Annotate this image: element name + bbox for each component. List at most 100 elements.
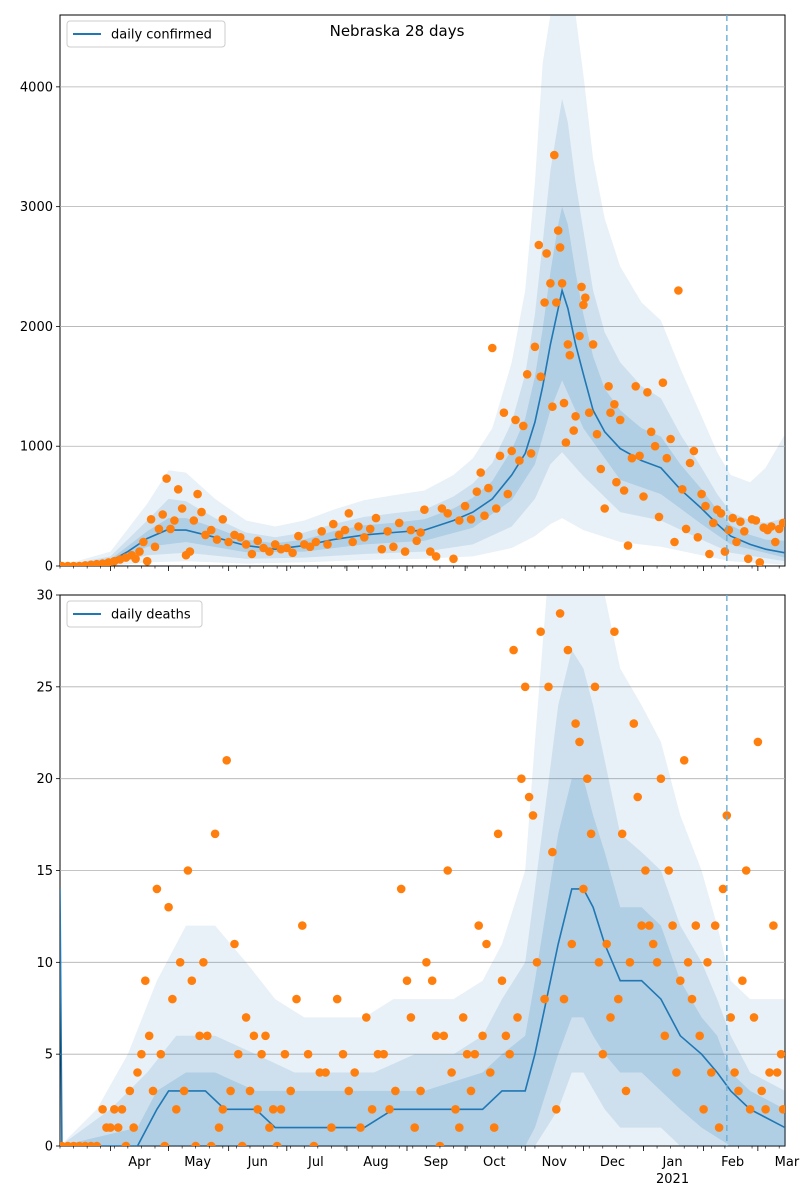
observation-point bbox=[199, 958, 208, 967]
observation-point bbox=[329, 519, 338, 529]
uncertainty-band bbox=[60, 98, 785, 566]
y-tick-label: 5 bbox=[45, 1048, 53, 1063]
observation-point bbox=[484, 483, 493, 493]
observation-point bbox=[427, 976, 437, 985]
observation-point bbox=[619, 486, 629, 495]
observation-point bbox=[604, 382, 613, 391]
observation-point bbox=[656, 774, 666, 783]
observation-point bbox=[612, 477, 621, 487]
observation-point bbox=[503, 489, 513, 499]
observation-point bbox=[455, 1123, 464, 1132]
observation-point bbox=[676, 976, 685, 985]
observation-point bbox=[133, 1068, 142, 1077]
observation-point bbox=[530, 342, 540, 352]
observation-point bbox=[406, 525, 416, 535]
observation-point bbox=[513, 1013, 522, 1022]
observation-point bbox=[303, 1049, 313, 1059]
observation-point bbox=[542, 249, 551, 258]
x-tick-label: Jan bbox=[662, 1155, 683, 1170]
observation-point bbox=[245, 1086, 255, 1096]
observation-point bbox=[480, 511, 489, 520]
observation-point bbox=[720, 547, 730, 556]
observation-point bbox=[623, 541, 633, 550]
observation-point bbox=[586, 829, 596, 839]
observation-point bbox=[590, 682, 600, 692]
observation-point bbox=[426, 547, 435, 556]
observation-point bbox=[344, 1086, 354, 1096]
x-tick-label: Jun bbox=[247, 1155, 268, 1170]
observation-point bbox=[379, 1049, 389, 1059]
observation-point bbox=[563, 645, 573, 655]
observation-point bbox=[596, 464, 606, 474]
observation-point bbox=[173, 485, 183, 494]
observation-point bbox=[610, 400, 619, 409]
observation-point bbox=[168, 994, 177, 1004]
x-tick-label: Sep bbox=[424, 1155, 449, 1170]
observation-point bbox=[241, 540, 251, 549]
observation-point bbox=[563, 340, 573, 349]
observation-point bbox=[394, 518, 404, 528]
observation-point bbox=[135, 547, 144, 556]
observation-point bbox=[703, 958, 712, 967]
observation-point bbox=[488, 343, 497, 353]
observation-point bbox=[175, 958, 185, 967]
observation-point bbox=[716, 509, 726, 518]
observation-point bbox=[197, 507, 206, 517]
observation-point bbox=[550, 150, 559, 160]
observation-point bbox=[575, 737, 584, 747]
y-tick-label: 0 bbox=[45, 560, 53, 575]
y-tick-label: 25 bbox=[36, 680, 53, 695]
x-tick-label: Apr bbox=[128, 1155, 151, 1170]
observation-point bbox=[674, 286, 683, 295]
observation-point bbox=[753, 737, 763, 747]
observation-point bbox=[476, 468, 486, 477]
observation-point bbox=[491, 504, 501, 513]
legend-box bbox=[66, 20, 226, 48]
observation-point bbox=[261, 1031, 270, 1041]
observation-point bbox=[474, 921, 484, 930]
observation-point bbox=[466, 515, 476, 524]
observation-point bbox=[540, 298, 549, 307]
observation-point bbox=[693, 533, 703, 542]
observation-point bbox=[658, 378, 668, 388]
observation-point bbox=[536, 372, 545, 382]
observation-point bbox=[212, 535, 222, 544]
legend-box bbox=[66, 600, 203, 628]
observation-point bbox=[437, 504, 447, 513]
observation-point bbox=[540, 994, 549, 1004]
observation-point bbox=[106, 1123, 115, 1132]
y-tick-label: 10 bbox=[36, 956, 53, 971]
observation-point bbox=[678, 485, 687, 494]
observation-point bbox=[614, 994, 623, 1004]
observation-point bbox=[237, 1141, 247, 1146]
uncertainty-band bbox=[60, 206, 785, 566]
y-tick-label: 0 bbox=[45, 1140, 53, 1155]
observation-point bbox=[410, 1123, 420, 1132]
x-tick-label: May bbox=[184, 1155, 211, 1170]
observation-point bbox=[236, 533, 245, 542]
observation-point bbox=[137, 1049, 146, 1059]
observation-point bbox=[257, 1049, 266, 1059]
observation-point bbox=[561, 438, 571, 447]
observation-point bbox=[210, 829, 220, 839]
observation-point bbox=[526, 449, 536, 458]
observation-point bbox=[559, 994, 569, 1004]
observation-point bbox=[652, 958, 662, 967]
x-tick-label: Aug bbox=[363, 1155, 388, 1170]
observation-point bbox=[365, 524, 375, 534]
observation-point bbox=[546, 279, 555, 288]
plot-area bbox=[60, 15, 785, 566]
observation-point bbox=[317, 527, 327, 536]
observation-point bbox=[534, 240, 544, 250]
observation-point bbox=[767, 522, 776, 531]
observation-point bbox=[309, 1141, 319, 1146]
observation-point bbox=[738, 976, 747, 985]
observation-point bbox=[400, 547, 410, 556]
observation-point bbox=[581, 293, 590, 303]
observation-point bbox=[751, 516, 761, 525]
observation-point bbox=[600, 504, 609, 513]
observation-point bbox=[592, 429, 602, 439]
model-line bbox=[60, 888, 785, 1146]
observation-point bbox=[724, 525, 734, 535]
observation-point bbox=[389, 542, 398, 552]
